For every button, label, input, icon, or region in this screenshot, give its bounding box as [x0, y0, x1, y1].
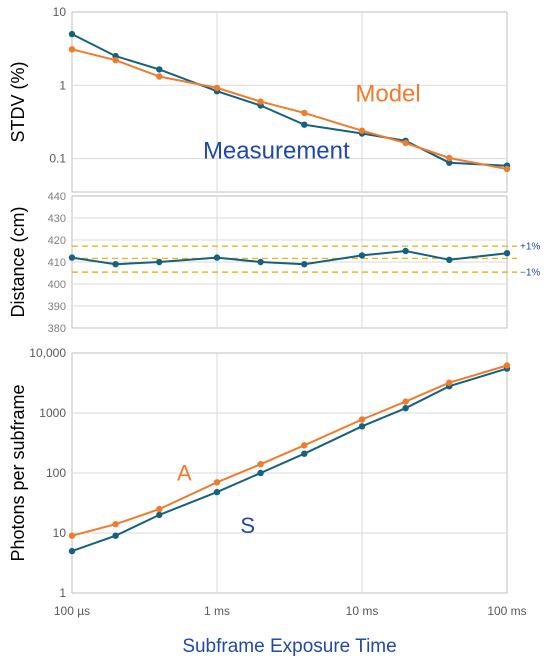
- y-axis-title: Distance (cm): [8, 206, 28, 317]
- series-line-measurement: [71, 33, 508, 167]
- data-point-measurement: [112, 532, 119, 539]
- data-point-model: [68, 532, 76, 539]
- chart-panel-1: 0.1 1 10 Model Measurement STDV (%): [8, 5, 511, 193]
- data-point-model: [213, 479, 221, 486]
- y-tick-label: 380: [48, 323, 66, 335]
- x-tick-label: 100 µs: [54, 604, 90, 618]
- x-tick-label: 10 ms: [346, 604, 379, 618]
- y-tick-label: 10: [53, 526, 67, 540]
- data-point-model: [358, 416, 366, 423]
- annotation-model: Model: [355, 81, 420, 108]
- data-point-measurement: [213, 488, 221, 496]
- y-tick-label: 400: [48, 279, 66, 291]
- series-line-model: [71, 364, 508, 537]
- data-point-measurement: [156, 511, 163, 519]
- y-tick-label: 390: [48, 301, 66, 313]
- y-tick-label: 430: [48, 213, 66, 225]
- data-point-measurement: [301, 450, 308, 457]
- data-point-measurement: [446, 159, 453, 166]
- data-point-model: [112, 57, 119, 64]
- data-point-model: [503, 362, 511, 369]
- y-tick-label: 10,000: [29, 346, 66, 360]
- annotation-measurement: S: [240, 513, 255, 538]
- y-tick-label: 440: [48, 191, 66, 203]
- data-point-model: [503, 165, 511, 173]
- y-tick-label: 420: [48, 235, 66, 247]
- data-point-model: [301, 442, 308, 449]
- data-point-model: [446, 379, 453, 386]
- data-point-measurement: [358, 423, 366, 430]
- data-point-measurement: [257, 258, 264, 266]
- data-point-model: [156, 505, 163, 513]
- data-point-model: [156, 73, 163, 80]
- data-point-measurement: [402, 247, 409, 255]
- data-point-measurement: [68, 30, 76, 38]
- reference-line-label: +1%: [520, 242, 540, 253]
- y-tick-label: 1: [59, 78, 66, 92]
- data-point-measurement: [503, 250, 511, 257]
- y-axis-title: STDV (%): [8, 62, 28, 143]
- data-point-measurement: [402, 405, 409, 412]
- y-tick-label: 410: [48, 257, 66, 269]
- y-tick-label: 100: [46, 466, 66, 480]
- data-point-measurement: [257, 469, 264, 477]
- y-axis-title: Photons per subframe: [8, 384, 28, 561]
- x-axis-title: Subframe Exposure Time: [182, 636, 396, 657]
- y-tick-label: 1: [59, 586, 66, 600]
- data-point-model: [358, 127, 366, 134]
- data-point-model: [213, 84, 221, 92]
- data-point-model: [257, 461, 264, 468]
- data-point-measurement: [446, 256, 453, 263]
- data-point-measurement: [68, 254, 76, 261]
- chart-panel-2: 380 390 400 410 420 430 440 +1% −1% Distance (cm): [8, 191, 540, 335]
- reference-line-label: −1%: [520, 268, 540, 279]
- data-point-measurement: [301, 261, 308, 268]
- series-line-measurement: [71, 249, 508, 266]
- x-tick-label: 100 ms: [487, 604, 526, 618]
- y-tick-label: 1000: [39, 406, 66, 420]
- data-point-model: [402, 398, 409, 405]
- x-tick-label: 1 ms: [204, 604, 230, 618]
- data-point-measurement: [213, 254, 221, 261]
- y-tick-label: 10: [53, 5, 67, 19]
- data-point-model: [257, 98, 264, 105]
- chart-panel-3: 1 10 100 1000 10,000 A S Photons per subframe: [8, 346, 511, 600]
- chart-panels: 0.1 1 10 Model Measurement STDV (%) 380 390 400 4…: [8, 5, 540, 618]
- y-tick-label: 0.1: [49, 152, 66, 166]
- data-point-measurement: [301, 121, 308, 128]
- data-point-model: [112, 521, 119, 528]
- data-point-model: [446, 154, 453, 162]
- series-line-model: [71, 48, 508, 170]
- data-point-model: [301, 109, 308, 117]
- data-point-model: [402, 139, 409, 147]
- annotation-measurement: Measurement: [203, 138, 350, 165]
- plot-area: [71, 11, 508, 193]
- annotation-model: A: [177, 460, 192, 485]
- data-point-measurement: [156, 66, 163, 73]
- data-point-measurement: [156, 258, 163, 266]
- series-line-measurement: [71, 367, 508, 553]
- data-point-measurement: [112, 261, 119, 268]
- data-point-measurement: [68, 547, 76, 555]
- data-point-model: [68, 46, 76, 53]
- data-point-measurement: [358, 252, 366, 259]
